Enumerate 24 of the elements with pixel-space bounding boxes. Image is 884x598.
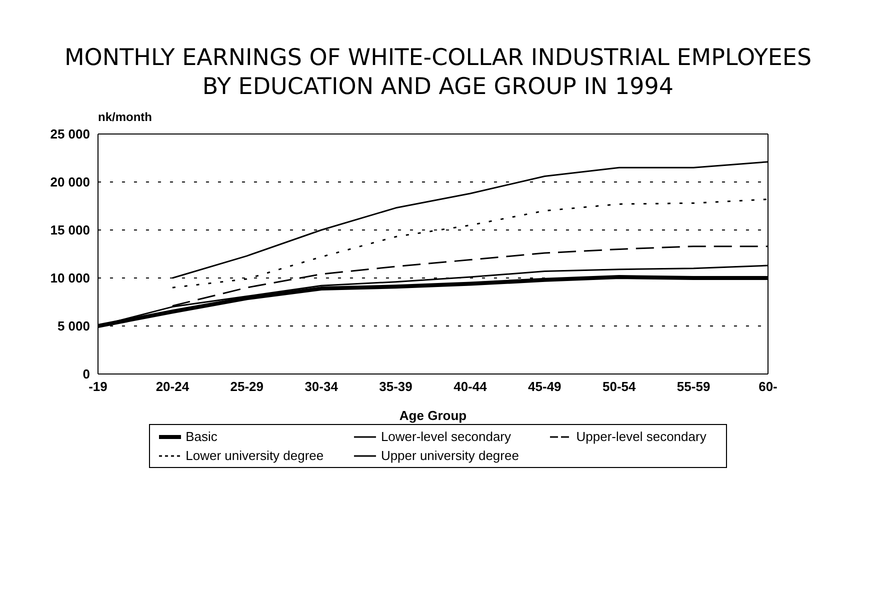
x-tick-label: 55-59	[676, 378, 710, 394]
y-axis-title: nk/month	[98, 110, 153, 124]
x-tick-label: 60-	[758, 378, 778, 394]
x-tick-label: 40-44	[454, 378, 488, 394]
x-tick-label: 30-34	[304, 378, 339, 394]
y-tick-label: 20 000	[50, 174, 90, 190]
x-tick-label: 50-54	[602, 378, 637, 394]
legend-label: Lower-level secondary	[380, 428, 512, 444]
x-tick-label: 35-39	[379, 378, 412, 394]
y-tick-label: 15 000	[50, 222, 90, 238]
y-tick-label: 25 000	[50, 126, 90, 142]
chart-title: MONTHLY EARNINGS OF WHITE-COLLAR INDUSTRIAL EMPLOYEES BY EDUCATION AND AGE GROUP IN 1994	[63, 44, 813, 102]
x-tick-label: 45-49	[528, 378, 562, 394]
x-axis-title: Age Group	[399, 408, 467, 422]
legend-label: Upper university degree	[380, 448, 520, 462]
x-tick-label: -19	[88, 378, 108, 394]
y-tick-label: 0	[82, 366, 90, 382]
y-tick-label: 10 000	[50, 270, 90, 286]
x-tick-label: 20-24	[156, 378, 190, 394]
x-tick-label: 25-29	[230, 378, 264, 394]
legend-label: Lower university degree	[184, 448, 325, 462]
y-tick-label: 5 000	[57, 318, 90, 334]
legend-label: Basic	[184, 428, 218, 444]
legend-label: Upper-level secondary	[575, 428, 708, 444]
